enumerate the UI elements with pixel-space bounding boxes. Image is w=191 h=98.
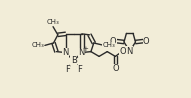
Text: B: B: [71, 56, 77, 65]
Text: O: O: [119, 47, 126, 56]
Text: O: O: [143, 37, 150, 46]
Text: N: N: [79, 48, 85, 57]
Text: N: N: [62, 48, 69, 57]
Text: CH₃: CH₃: [47, 19, 59, 25]
Text: F: F: [65, 65, 70, 74]
Text: O: O: [110, 37, 117, 46]
Text: N: N: [127, 47, 133, 56]
Text: O: O: [112, 64, 119, 73]
Text: +: +: [83, 46, 88, 52]
Text: F: F: [78, 65, 82, 74]
Text: CH₃: CH₃: [32, 42, 44, 48]
Text: CH₃: CH₃: [103, 42, 115, 48]
